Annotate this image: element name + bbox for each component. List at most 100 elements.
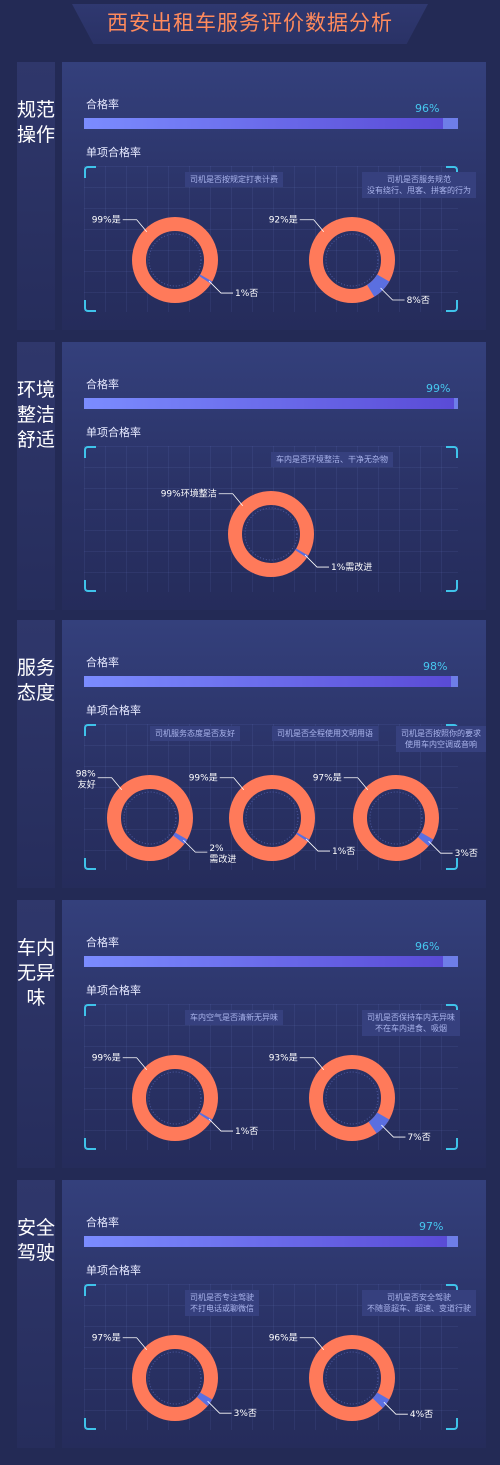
main-slice-label: 97%是	[92, 1333, 121, 1344]
minor-leader-line	[380, 287, 405, 301]
minor-slice-label: 3%否	[234, 1408, 257, 1419]
section-3: 服务态度 合格率 98% 单项合格率 司机服务态度是否友好 司机是否全程使用文明用语 司机是…	[0, 620, 500, 888]
main-leader-line	[97, 777, 123, 790]
pass-rate-bar	[84, 1236, 447, 1247]
minor-slice-label: 1%需改进	[331, 561, 372, 573]
minor-label-line: 1%否	[332, 846, 355, 857]
minor-label-line: 4%否	[410, 1409, 433, 1420]
pass-rate-bar-remainder	[451, 676, 458, 687]
donut-slice-minor-3	[417, 832, 434, 847]
donut-charts-svg: 97%是 3%否 96%是 4%否	[92, 1333, 433, 1421]
minor-label-line: 3%否	[234, 1408, 257, 1419]
donut-inner-dots	[148, 233, 202, 287]
main-panel: 合格率 98% 单项合格率 司机服务态度是否友好 司机是否全程使用文明用语 司机是否按照你…	[62, 620, 486, 888]
category-label: 环境整洁舒适	[17, 379, 56, 451]
main-panel: 合格率 96% 单项合格率 司机是否按规定打表计费 司机是否服务规范 没有绕行、甩客、拼客…	[62, 62, 486, 330]
minor-label-line: 8%否	[407, 295, 430, 306]
minor-label-line: 2%	[209, 844, 224, 854]
corner-bracket	[446, 580, 458, 592]
main-slice-label: 97%是	[313, 773, 342, 784]
question-box: 司机是否服务规范 没有绕行、甩客、拼客的行为	[362, 172, 476, 198]
donut-charts-svg: 99%是 1%否 92%是 8%否	[92, 215, 430, 306]
donut-chart-area: 司机是否按规定打表计费 司机是否服务规范 没有绕行、甩客、拼客的行为 99%是 1%否 9…	[84, 166, 476, 312]
minor-label-line: 3%否	[455, 848, 478, 859]
donut-ring-3	[353, 775, 439, 861]
main-leader-line	[122, 219, 148, 232]
main-leader-line	[299, 1337, 325, 1350]
question-box: 司机是否全程使用文明用语	[272, 726, 378, 741]
question-box: 司机是否按照你的要求 使用车内空调或音响	[396, 726, 486, 752]
grid-background	[84, 724, 458, 870]
main-slice-label: 98%友好	[76, 770, 96, 791]
corner-bracket	[84, 1138, 96, 1150]
donut-inner-dots	[369, 791, 423, 845]
minor-label-line: 7%否	[407, 1132, 430, 1143]
pass-rate-value: 97%	[419, 1220, 444, 1233]
donut-chart-area: 司机是否专注驾驶 不打电话或聊微信 司机是否安全驾驶 不随意超车、超速、变道行驶 97%…	[84, 1284, 476, 1430]
donut-slice-minor-2	[366, 274, 390, 297]
donut-ring-1	[132, 1335, 218, 1421]
question-box: 车内空气是否清新无异味	[185, 1010, 283, 1025]
donut-slice-minor-1	[295, 548, 309, 558]
pass-rate-value: 98%	[423, 660, 448, 673]
pass-rate-bar-track	[84, 118, 458, 129]
corner-bracket	[446, 300, 458, 312]
pass-rate-bar	[84, 956, 443, 967]
minor-leader-line	[304, 554, 329, 568]
donut-slice-minor-1	[199, 1112, 213, 1122]
main-leader-line	[343, 777, 369, 790]
category-panel: 环境整洁舒适	[17, 342, 55, 610]
single-pass-rate-label: 单项合格率	[86, 1264, 141, 1277]
minor-leader-line	[383, 1401, 408, 1415]
donut-ring-2	[309, 1055, 395, 1141]
pass-rate-bar-track	[84, 956, 458, 967]
category-label: 规范操作	[17, 99, 56, 146]
minor-label-line: 1%否	[235, 288, 258, 299]
minor-label-line: 1%需改进	[331, 561, 372, 573]
pass-rate-bar-remainder	[443, 956, 458, 967]
donut-slice-minor-2	[296, 832, 310, 842]
corner-bracket	[84, 724, 96, 736]
minor-slice-label: 3%否	[455, 848, 478, 859]
donut-chart-area: 司机服务态度是否友好 司机是否全程使用文明用语 司机是否按照你的要求 使用车内空调或音…	[76, 724, 486, 870]
main-label-line: 99%是	[189, 773, 218, 784]
donut-ring-1	[132, 217, 218, 303]
donut-inner-dots	[325, 1071, 379, 1125]
main-slice-label: 96%是	[269, 1333, 298, 1344]
pass-rate-bar-track	[84, 676, 458, 687]
donut-charts-svg: 99%是 1%否 93%是 7%否	[92, 1053, 431, 1143]
pass-rate-bar-remainder	[447, 1236, 458, 1247]
main-panel: 合格率 96% 单项合格率 车内空气是否清新无异味 司机是否保持车内无异味 不在车内进食、…	[62, 900, 486, 1168]
minor-slice-label: 1%否	[235, 1126, 258, 1137]
category-label: 车内无异味	[17, 937, 56, 1009]
donut-inner-dots	[123, 791, 177, 845]
corner-bracket	[84, 1418, 96, 1430]
main-label-line: 96%是	[269, 1333, 298, 1344]
main-slice-label: 99%环境整洁	[161, 488, 217, 500]
main-leader-line	[299, 1057, 325, 1070]
title-banner	[72, 4, 428, 44]
minor-label-line: 需改进	[209, 853, 236, 865]
pass-rate-bar-track	[84, 1236, 458, 1247]
pass-rate-value: 96%	[415, 940, 440, 953]
main-label-line: 99%是	[92, 1053, 121, 1064]
donut-slice-minor-1	[196, 1392, 213, 1407]
main-label-line: 97%是	[92, 1333, 121, 1344]
category-panel: 服务态度	[17, 620, 55, 888]
question-box: 司机是否专注驾驶 不打电话或聊微信	[185, 1290, 259, 1316]
main-leader-line	[299, 219, 325, 232]
main-label-line: 93%是	[269, 1053, 298, 1064]
question-box: 司机是否按规定打表计费	[185, 172, 283, 187]
pass-rate-bar-remainder	[443, 118, 458, 129]
donut-inner-dots	[148, 1071, 202, 1125]
main-label-line: 99%环境整洁	[161, 488, 217, 500]
category-label: 安全驾驶	[17, 1217, 56, 1264]
corner-bracket	[446, 1418, 458, 1430]
donut-inner-dots	[325, 233, 379, 287]
single-pass-rate-label: 单项合格率	[86, 146, 141, 159]
donut-inner-dots	[325, 1351, 379, 1405]
main-label-line: 92%是	[269, 215, 298, 226]
section-4: 车内无异味 合格率 96% 单项合格率 车内空气是否清新无异味 司机是否保持车内无异味 不在…	[0, 900, 500, 1168]
minor-label-line: 1%否	[235, 1126, 258, 1137]
